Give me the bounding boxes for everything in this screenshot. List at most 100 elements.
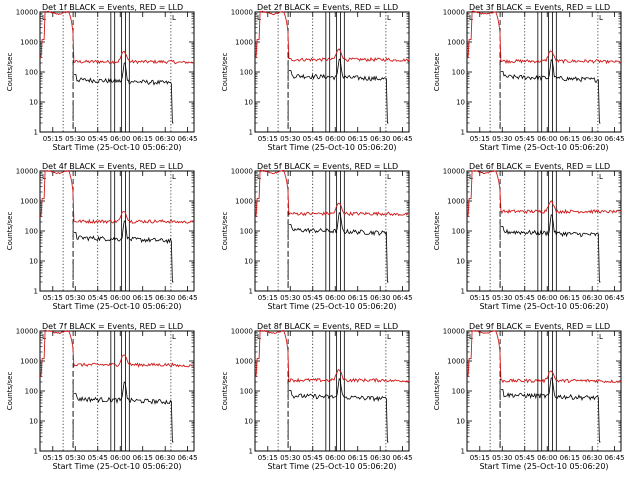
x-tick-label: 06:15	[133, 135, 153, 143]
events-series-line	[288, 58, 389, 124]
y-tick-label: 1000	[20, 358, 38, 366]
y-tick-label: 100	[452, 228, 465, 236]
panel-title: Det 8f BLACK = Events, RED = LLD	[257, 322, 398, 331]
x-tick-label: 05:30	[280, 135, 300, 143]
corner-marker: L	[469, 333, 473, 341]
lld-series-line	[255, 169, 410, 218]
corner-marker: L	[257, 173, 261, 181]
x-tick-label: 05:15	[258, 135, 278, 143]
x-tick-label: 05:45	[88, 135, 108, 143]
y-tick-label: 100	[240, 69, 253, 77]
x-axis-label: Start Time (25-Oct-10 05:06:20)	[479, 143, 608, 152]
y-tick-label: 10	[456, 258, 465, 266]
y-tick-label: 1	[461, 129, 465, 137]
events-series-line	[500, 58, 601, 124]
plot-frame	[254, 330, 410, 452]
x-tick-label: 06:45	[604, 135, 624, 143]
x-tick-label: 06:00	[325, 294, 345, 302]
x-axis-label: Start Time (25-Oct-10 05:06:20)	[479, 462, 608, 471]
x-tick-label: 06:30	[155, 294, 175, 302]
x-tick-label: 06:15	[348, 294, 368, 302]
y-tick-label: 10	[244, 258, 253, 266]
y-tick-label: 1	[461, 288, 465, 296]
panel-2: Det 2f BLACK = Events, RED = LLD L L 1 10 100…	[221, 3, 413, 152]
y-tick-label: 10	[29, 418, 38, 426]
x-tick-label: 06:45	[177, 135, 197, 143]
x-tick-label: 06:15	[133, 454, 153, 462]
events-series-line	[500, 214, 601, 283]
corner-marker: L	[469, 173, 473, 181]
y-tick-label: 10000	[16, 168, 38, 176]
x-axis-label: Start Time (25-Oct-10 05:06:20)	[267, 302, 396, 311]
x-tick-label: 05:45	[515, 294, 535, 302]
x-tick-label: 06:00	[537, 454, 557, 462]
panel-8: Det 8f BLACK = Events, RED = LLD L L 1 10 100…	[221, 322, 413, 471]
y-tick-label: 10000	[443, 9, 465, 17]
x-tick-label: 05:15	[43, 454, 63, 462]
corner-marker: L	[599, 333, 603, 341]
y-tick-label: 1	[249, 129, 253, 137]
x-tick-label: 05:30	[492, 454, 512, 462]
panel-4: Det 4f BLACK = Events, RED = LLD L L 1 10 100…	[6, 162, 198, 311]
panel-1: Det 1f BLACK = Events, RED = LLD L L 1 10 100…	[6, 3, 198, 152]
x-tick-label: 05:30	[65, 294, 85, 302]
y-tick-label: 10000	[16, 328, 38, 336]
x-tick-label: 06:30	[582, 135, 602, 143]
x-axis-label: Start Time (25-Oct-10 05:06:20)	[52, 143, 181, 152]
lld-series-line	[40, 169, 195, 224]
corner-marker: L	[599, 14, 603, 22]
x-tick-label: 06:15	[133, 294, 153, 302]
y-tick-label: 10	[29, 258, 38, 266]
x-tick-label: 05:30	[280, 454, 300, 462]
x-axis-label: Start Time (25-Oct-10 05:06:20)	[267, 143, 396, 152]
x-tick-label: 05:45	[88, 294, 108, 302]
x-axis-label: Start Time (25-Oct-10 05:06:20)	[52, 462, 181, 471]
corner-marker: L	[42, 333, 46, 341]
x-tick-label: 06:45	[392, 454, 412, 462]
y-tick-label: 100	[25, 388, 38, 396]
x-tick-label: 06:15	[560, 454, 580, 462]
plot-frame	[466, 330, 622, 452]
x-axis-label: Start Time (25-Oct-10 05:06:20)	[479, 302, 608, 311]
lld-series-line	[40, 329, 195, 378]
plot-frame	[254, 11, 410, 133]
x-tick-label: 06:45	[392, 135, 412, 143]
x-axis-label: Start Time (25-Oct-10 05:06:20)	[52, 302, 181, 311]
x-tick-label: 06:45	[604, 294, 624, 302]
y-tick-label: 10	[456, 418, 465, 426]
x-tick-label: 06:00	[110, 294, 130, 302]
y-tick-label: 100	[25, 69, 38, 77]
events-series-line	[73, 381, 174, 443]
y-tick-label: 1000	[20, 198, 38, 206]
y-tick-label: 10000	[443, 328, 465, 336]
panel-title: Det 1f BLACK = Events, RED = LLD	[42, 3, 183, 12]
x-tick-label: 06:30	[155, 454, 175, 462]
x-tick-label: 05:30	[65, 454, 85, 462]
y-axis-label: Counts/sec	[6, 372, 14, 411]
y-tick-label: 1000	[235, 39, 253, 47]
corner-marker: L	[469, 14, 473, 22]
panel-title: Det 5f BLACK = Events, RED = LLD	[257, 162, 398, 171]
events-series-line	[73, 62, 174, 124]
y-tick-label: 10000	[231, 9, 253, 17]
y-tick-label: 1000	[447, 39, 465, 47]
y-tick-label: 1000	[235, 358, 253, 366]
x-tick-label: 06:15	[348, 135, 368, 143]
panel-6: Det 6f BLACK = Events, RED = LLD L L 1 10 100…	[433, 162, 625, 311]
y-tick-label: 100	[452, 69, 465, 77]
y-tick-label: 10	[456, 99, 465, 107]
y-tick-label: 1000	[20, 39, 38, 47]
y-axis-label: Counts/sec	[433, 372, 441, 411]
x-tick-label: 05:15	[258, 294, 278, 302]
y-axis-label: Counts/sec	[433, 212, 441, 251]
corner-marker: L	[257, 14, 261, 22]
panel-title: Det 4f BLACK = Events, RED = LLD	[42, 162, 183, 171]
plot-frame	[39, 170, 195, 292]
y-tick-label: 100	[25, 228, 38, 236]
y-tick-label: 1000	[447, 358, 465, 366]
x-tick-label: 06:45	[177, 294, 197, 302]
y-tick-label: 1	[461, 448, 465, 456]
x-tick-label: 06:45	[392, 294, 412, 302]
x-tick-label: 06:30	[370, 135, 390, 143]
y-tick-label: 1	[249, 448, 253, 456]
